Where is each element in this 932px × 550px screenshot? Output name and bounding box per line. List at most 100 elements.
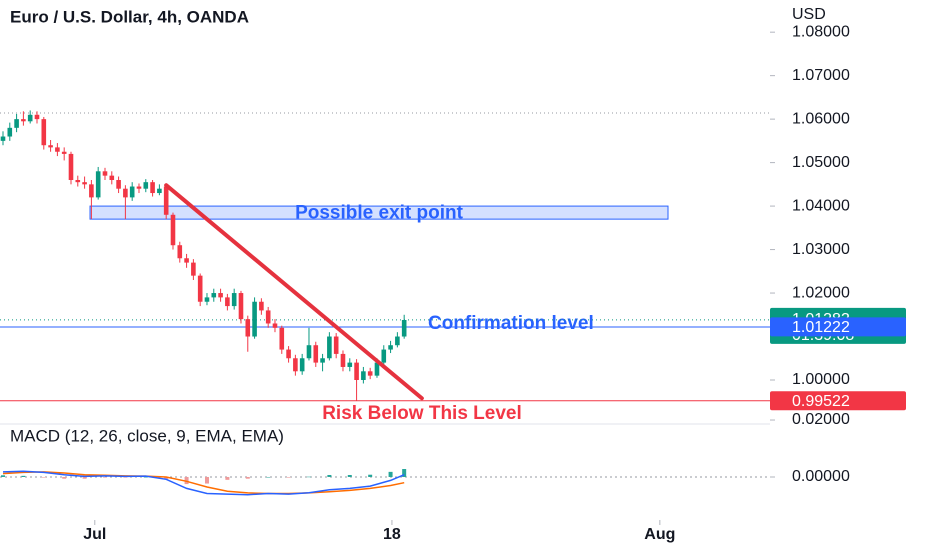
x-tick-label: Jul — [83, 526, 106, 543]
candle-body — [388, 345, 393, 350]
candle-body — [163, 186, 169, 215]
candle-body — [14, 119, 19, 128]
x-tick-label: 18 — [383, 526, 401, 543]
candle-body — [320, 358, 325, 363]
macd-histogram-bar — [102, 476, 107, 478]
candle-body — [211, 293, 217, 298]
candle-body — [95, 171, 101, 198]
macd-histogram-bar — [164, 476, 169, 480]
macd-histogram-bar — [62, 476, 67, 479]
candle-body — [157, 188, 162, 194]
exit-zone — [89, 205, 669, 220]
macd-histogram-bar — [0, 475, 5, 477]
candle-body — [225, 297, 230, 307]
candle-body — [395, 336, 400, 346]
macd-histogram-bar — [368, 474, 373, 477]
zone-label: Possible exit point — [295, 203, 464, 224]
candle-body — [347, 362, 353, 367]
y-tick-label: 1.07000 — [792, 67, 850, 84]
candle-body — [340, 353, 346, 367]
candle-body — [0, 136, 6, 141]
candle-body — [109, 175, 115, 180]
macd-histogram-bar — [347, 474, 352, 477]
candle-body — [272, 323, 278, 328]
candle-body — [34, 114, 40, 120]
macd-histogram-bar — [21, 475, 26, 477]
y-tick-label: 1.00000 — [792, 371, 850, 388]
macd-histogram-bar — [327, 474, 332, 477]
macd-pane — [0, 469, 770, 496]
macd-histogram-bar — [388, 471, 393, 477]
candle-body — [68, 153, 74, 180]
level-label: Risk Below This Level — [322, 403, 522, 424]
candle-body — [7, 127, 13, 137]
level-label: Confirmation level — [428, 313, 594, 334]
macd-y-tick-label: 0.02000 — [792, 411, 850, 428]
macd-histogram-bar — [225, 476, 230, 480]
candle-body — [374, 362, 380, 376]
candle-body — [381, 349, 387, 363]
candle-body — [293, 358, 298, 372]
candle-body — [367, 371, 373, 376]
macd-histogram-bar — [204, 476, 209, 484]
price-label: 1.01222 — [792, 319, 850, 336]
price-label: 0.99522 — [792, 393, 850, 410]
candle-body — [170, 214, 176, 246]
candle-body — [150, 182, 155, 194]
candle-body — [41, 119, 47, 146]
macd-histogram-bar — [123, 476, 128, 478]
candle-body — [231, 293, 237, 307]
candle-body — [245, 319, 251, 337]
y-tick-label: 1.04000 — [792, 197, 850, 214]
candle-body — [354, 362, 359, 380]
y-tick-label: 1.06000 — [792, 110, 850, 127]
candle-body — [102, 171, 108, 176]
candle-body — [184, 258, 189, 263]
candle-body — [123, 188, 128, 198]
candle-body — [116, 180, 121, 189]
macd-y-tick-label: 0.00000 — [792, 468, 850, 485]
candle-body — [265, 310, 271, 324]
candle-body — [82, 182, 87, 185]
candle-body — [299, 358, 305, 372]
candle-body — [279, 327, 285, 350]
macd-histogram-bar — [402, 469, 407, 477]
y-tick-label: 1.08000 — [792, 23, 850, 40]
price-label-box — [770, 317, 906, 337]
candle-body — [252, 301, 257, 337]
candle-body — [401, 320, 407, 337]
macd-histogram-bar — [143, 476, 148, 478]
x-tick-label: Aug — [644, 526, 675, 543]
candle-body — [238, 293, 244, 320]
signal-line — [2, 471, 405, 495]
macd-histogram-bar — [266, 476, 271, 478]
candle-body — [218, 293, 223, 298]
candle-body — [286, 349, 291, 359]
macd-histogram-bar — [306, 476, 311, 478]
axes: 1.000001.010001.020001.030001.040001.050… — [0, 23, 906, 543]
candle-body — [361, 371, 366, 380]
candle-body — [204, 297, 210, 302]
candle-body — [333, 336, 339, 354]
candle-body — [306, 345, 312, 359]
trendline — [164, 183, 424, 401]
candle-body — [129, 186, 135, 198]
candle-body — [61, 151, 67, 154]
candle-body — [21, 119, 26, 122]
candle-body — [55, 147, 60, 152]
price-pane: Possible exit point Confirmation level Ris… — [0, 110, 770, 424]
candle-body — [48, 145, 53, 148]
candle-body — [191, 262, 196, 276]
macd-histogram-bar — [41, 476, 46, 478]
price-label-box — [770, 391, 906, 411]
candle-body — [177, 245, 183, 259]
macd-line — [2, 470, 405, 496]
candle-body — [259, 301, 264, 311]
macd-histogram-bar — [245, 476, 250, 479]
macd-histogram-bar — [286, 476, 291, 478]
currency: USD — [792, 6, 826, 23]
y-tick-label: 1.05000 — [792, 154, 850, 171]
y-tick-label: 1.02000 — [792, 284, 850, 301]
candle-body — [136, 186, 142, 189]
